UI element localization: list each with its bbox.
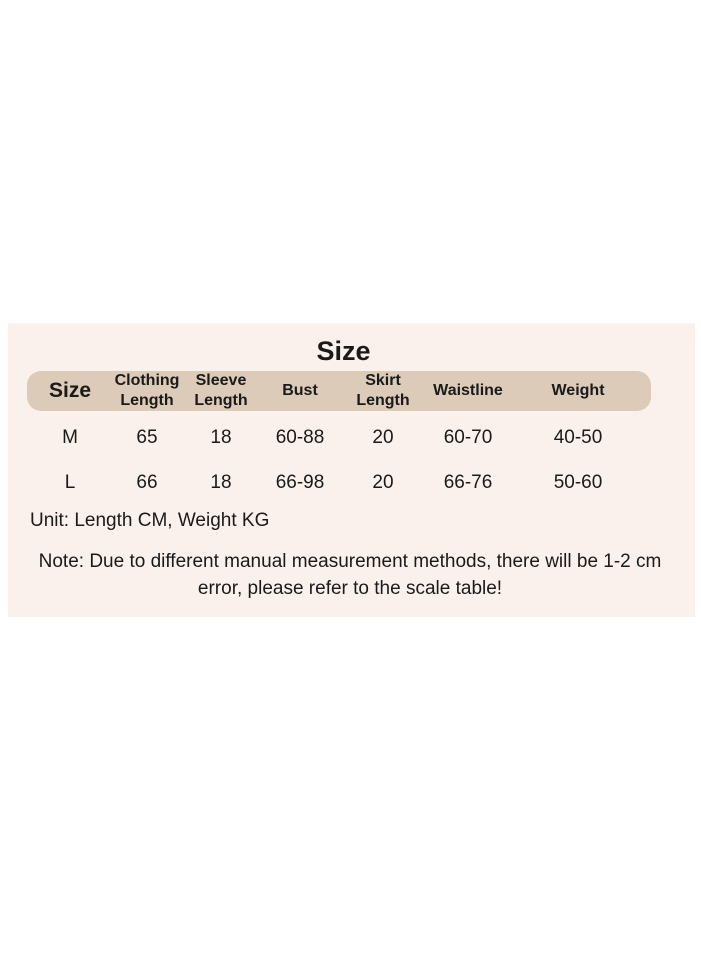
column-header: Weight	[551, 382, 605, 399]
column-header: Sleeve Length	[194, 372, 248, 409]
column-header: Clothing Length	[114, 372, 180, 409]
unit-note: Unit: Length CM, Weight KG	[30, 510, 270, 531]
table-cell: 65	[136, 427, 158, 448]
table-cell: 66	[136, 472, 158, 493]
table-cell: 60-70	[443, 427, 493, 448]
table-cell: 50-60	[553, 472, 603, 493]
table-cell: 18	[210, 472, 232, 493]
table-cell: 20	[372, 472, 394, 493]
table-cell: 60-88	[275, 427, 325, 448]
header-band	[27, 371, 651, 411]
column-header: Bust	[282, 382, 318, 399]
measurement-note: Note: Due to different manual measuremen…	[38, 551, 662, 599]
table-cell: 40-50	[553, 427, 603, 448]
table-cell: L	[64, 472, 76, 493]
column-header: Size	[48, 379, 92, 402]
table-cell: 66-76	[443, 472, 493, 493]
column-header: Waistline	[433, 382, 503, 399]
table-cell: 18	[210, 427, 232, 448]
column-header: Skirt Length	[356, 372, 410, 409]
table-cell: 66-98	[275, 472, 325, 493]
title: Size	[316, 336, 371, 366]
table-cell: 20	[372, 427, 394, 448]
table-cell: M	[62, 427, 78, 448]
